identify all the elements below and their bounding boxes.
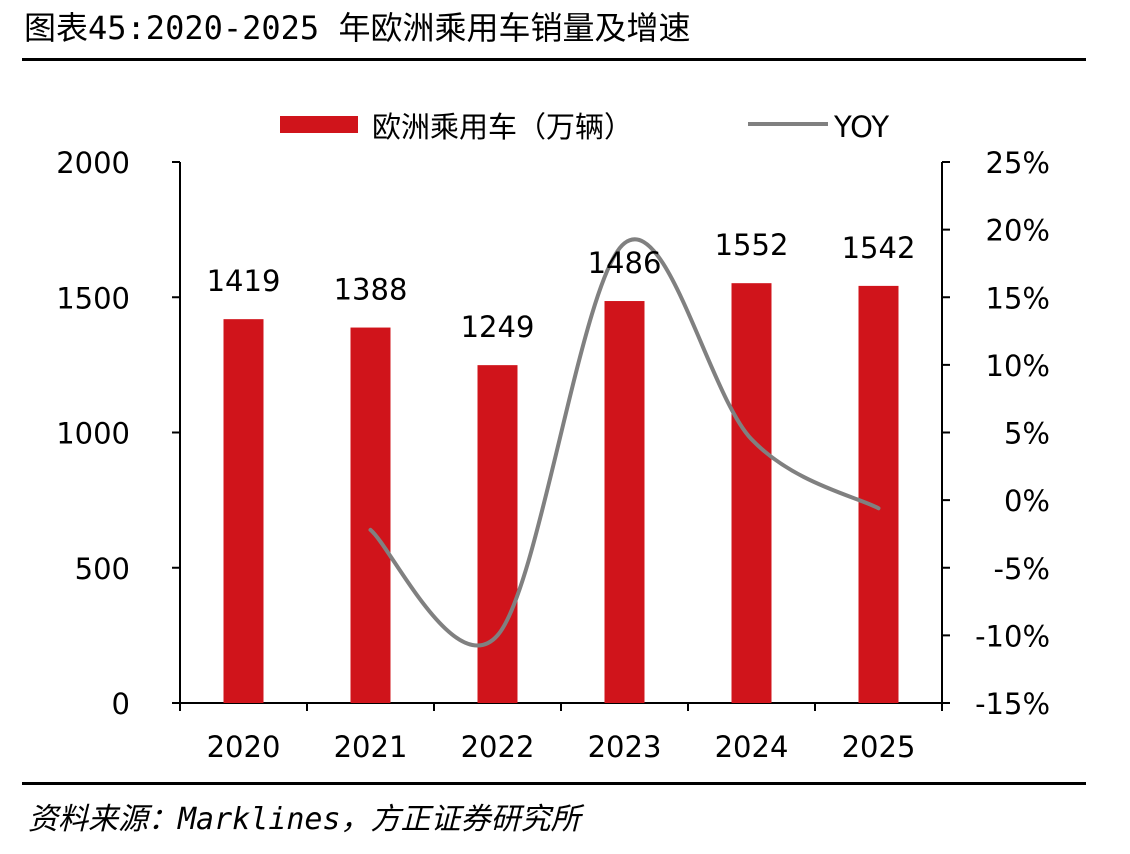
right-tick-label: 15% [986, 281, 1050, 315]
bar [477, 365, 518, 703]
yoy-series [368, 237, 881, 648]
right-tick-label: 25% [986, 146, 1050, 180]
x-tick-label: 2021 [334, 730, 408, 764]
x-tick-label: 2025 [842, 730, 916, 764]
x-tick-label: 2023 [588, 730, 662, 764]
axes: 0 500 1000 1500 2000 -15% -10% -5% 0% 5% 10% 15% 20%… [56, 146, 1050, 764]
bar [858, 285, 899, 703]
left-tick-label: 500 [75, 552, 130, 586]
data-labels: 1419 1388 1249 1486 1552 1542 [207, 228, 916, 344]
legend-label-bar: 欧洲乘用车（万辆） [372, 110, 633, 144]
x-tick-label: 2024 [715, 730, 789, 764]
legend: 欧洲乘用车（万辆） YOY [280, 110, 889, 144]
data-label: 1542 [842, 231, 916, 265]
data-label: 1388 [334, 273, 408, 307]
right-tick-label: 0% [1004, 484, 1050, 518]
source-rule [22, 782, 1086, 785]
right-tick-label: 20% [986, 214, 1050, 248]
bar [223, 319, 264, 703]
bar [350, 327, 391, 703]
bar [604, 301, 645, 703]
data-label: 1419 [207, 264, 281, 298]
right-tick-label: -5% [994, 552, 1050, 586]
yoy-line [368, 237, 881, 648]
source-note: 资料来源：Marklines，方正证券研究所 [28, 802, 581, 837]
left-tick-label: 2000 [56, 146, 130, 180]
left-tick-label: 1000 [56, 417, 130, 451]
legend-swatch-bar [280, 116, 358, 133]
left-tick-label: 1500 [56, 281, 130, 315]
left-tick-label: 0 [112, 687, 130, 721]
bar [731, 283, 772, 703]
data-label: 1486 [588, 246, 662, 280]
x-tick-label: 2022 [461, 730, 535, 764]
data-label: 1552 [715, 228, 789, 262]
title-rule [22, 58, 1086, 61]
data-label: 1249 [461, 310, 535, 344]
right-tick-label: 10% [986, 349, 1050, 383]
right-tick-label: 5% [1004, 417, 1050, 451]
chart-title: 图表45:2020-2025 年欧洲乘用车销量及增速 [24, 9, 691, 47]
x-tick-label: 2020 [207, 730, 281, 764]
right-tick-label: -10% [975, 619, 1050, 653]
legend-label-line: YOY [833, 110, 889, 144]
bar-series [223, 283, 899, 703]
right-tick-label: -15% [975, 687, 1050, 721]
